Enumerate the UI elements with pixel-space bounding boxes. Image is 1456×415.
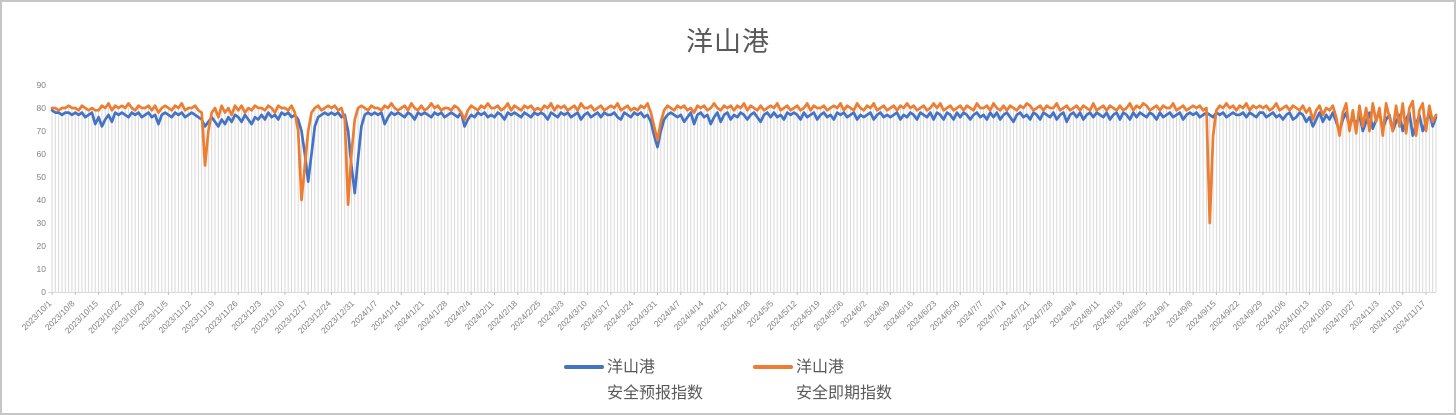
svg-text:20: 20 <box>37 241 47 251</box>
legend-label-forecast: 洋山港 安全预报指数 <box>606 359 703 402</box>
svg-text:80: 80 <box>37 103 47 113</box>
legend-item-forecast: 洋山港 安全预报指数 <box>563 355 703 407</box>
legend-item-spot: 洋山港 安全即期指数 <box>753 355 892 407</box>
chart-legend: 洋山港 安全预报指数 洋山港 安全即期指数 <box>2 355 1454 407</box>
legend-label-spot: 洋山港 安全即期指数 <box>796 359 893 402</box>
svg-text:0: 0 <box>41 287 46 297</box>
svg-text:40: 40 <box>37 195 47 205</box>
svg-text:70: 70 <box>37 126 47 136</box>
svg-text:60: 60 <box>37 149 47 159</box>
svg-text:90: 90 <box>37 80 47 90</box>
legend-line-forecast-icon <box>563 365 604 369</box>
legend-line-spot-icon <box>753 365 793 369</box>
svg-text:10: 10 <box>37 264 47 274</box>
svg-text:50: 50 <box>37 172 47 182</box>
svg-text:30: 30 <box>37 218 47 228</box>
chart-title: 洋山港 <box>686 27 770 57</box>
